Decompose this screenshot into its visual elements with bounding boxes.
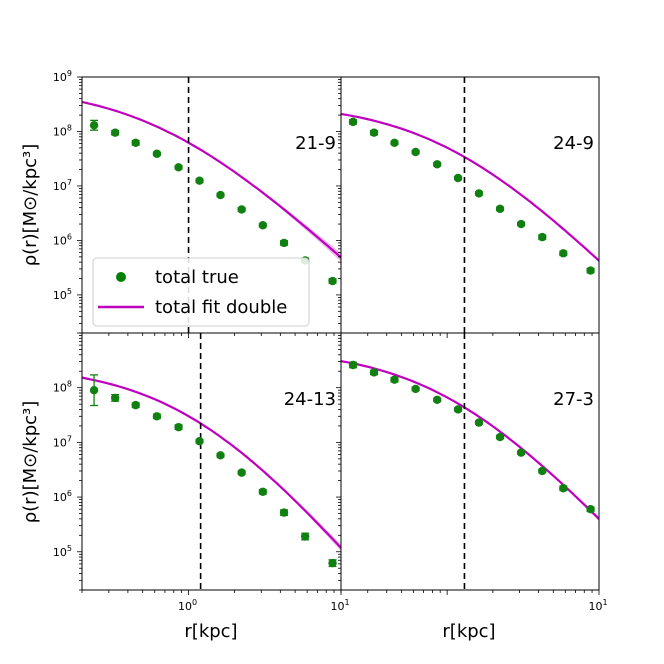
data-point xyxy=(369,128,379,137)
fit-line xyxy=(82,100,341,259)
data-point xyxy=(559,249,568,258)
panel-label: 24-13 xyxy=(284,389,336,410)
fit-line xyxy=(341,112,599,262)
panel-label: 21-9 xyxy=(295,133,336,154)
y-tick-label-bottom: 106 xyxy=(53,489,72,504)
data-point xyxy=(390,138,399,147)
panel-label: 27-3 xyxy=(553,389,594,410)
legend-box xyxy=(92,257,310,327)
data-point xyxy=(369,368,379,377)
data-point xyxy=(216,451,225,460)
data-point xyxy=(279,238,289,248)
data-point xyxy=(279,508,289,517)
x-axis-label: r[kpc] xyxy=(184,621,237,642)
data-point xyxy=(432,160,442,169)
data-point xyxy=(89,385,99,395)
data-point xyxy=(559,484,568,493)
panel-21-9: 21-9 total true total fit double xyxy=(77,76,342,338)
data-point xyxy=(174,163,183,172)
y-tick-label-top: 106 xyxy=(53,232,72,247)
x-axis-label: r[kpc] xyxy=(442,621,495,642)
data-point xyxy=(89,121,99,130)
data-point xyxy=(495,204,505,214)
x-tick-label: 101 xyxy=(330,598,349,613)
legend-label-total-fit-double: total fit double xyxy=(155,297,287,318)
data-point xyxy=(348,360,358,370)
y-tick-label-top: 105 xyxy=(53,287,72,302)
panel-frame xyxy=(81,332,342,591)
panel-plot-area xyxy=(82,333,341,590)
data-point xyxy=(152,149,162,158)
data-point xyxy=(516,448,526,457)
data-point xyxy=(195,176,204,185)
x-tick-label: 101 xyxy=(588,598,607,613)
data-point xyxy=(432,395,442,405)
data-point xyxy=(174,422,183,432)
data-point xyxy=(328,558,337,568)
data-point xyxy=(300,532,310,541)
panel-24-13: 24-13 xyxy=(77,332,342,595)
data-point xyxy=(152,412,162,421)
data-point xyxy=(216,190,225,200)
data-point xyxy=(237,205,246,214)
y-axis-label: ρ(r)[M⊙/kpc³] xyxy=(20,401,41,524)
data-point xyxy=(586,266,595,275)
data-point xyxy=(411,147,420,157)
legend-label-total-true: total true xyxy=(155,267,239,288)
panel-frame xyxy=(340,76,600,334)
data-point xyxy=(328,276,337,286)
data-point xyxy=(538,466,547,476)
data-point xyxy=(348,117,358,127)
panel-27-3: 27-3 xyxy=(336,332,600,595)
fit-line xyxy=(82,376,341,549)
data-point xyxy=(453,405,463,414)
data-point xyxy=(237,468,246,477)
data-point xyxy=(586,505,595,514)
data-point xyxy=(411,384,420,394)
panel-plot-area xyxy=(341,333,599,590)
data-point xyxy=(390,375,399,384)
panel-plot-area xyxy=(341,77,599,333)
data-point xyxy=(516,219,526,229)
y-axis-label: ρ(r)[M⊙/kpc³] xyxy=(20,144,41,267)
y-tick-label-bottom: 105 xyxy=(53,544,72,559)
data-point xyxy=(131,138,140,147)
x-tick-label: 100 xyxy=(178,598,197,613)
y-tick-label-top: 108 xyxy=(53,123,72,138)
data-point xyxy=(131,400,140,410)
data-point xyxy=(258,487,268,496)
fit-uncertainty-band xyxy=(82,101,341,262)
data-point xyxy=(453,173,463,183)
legend-marker-total-true xyxy=(116,272,126,282)
panel-24-9: 24-9 xyxy=(336,76,600,338)
panel-frame xyxy=(340,332,600,591)
y-tick-label-top: 107 xyxy=(53,178,72,193)
panel-plot-area xyxy=(82,77,341,333)
y-tick-label-top: 109 xyxy=(53,69,72,84)
data-point xyxy=(110,393,120,403)
fit-line xyxy=(341,360,599,520)
y-tick-label-bottom: 108 xyxy=(53,380,72,395)
data-point xyxy=(195,437,204,446)
data-point xyxy=(538,232,547,242)
data-point xyxy=(495,432,505,442)
legend: total true total fit double xyxy=(92,257,310,327)
data-point xyxy=(474,189,484,198)
data-point xyxy=(474,418,484,427)
panel-label: 24-9 xyxy=(553,133,594,154)
data-point xyxy=(110,128,120,137)
data-point xyxy=(258,221,268,230)
fit-uncertainty-band xyxy=(341,361,599,522)
y-tick-label-bottom: 107 xyxy=(53,434,72,449)
